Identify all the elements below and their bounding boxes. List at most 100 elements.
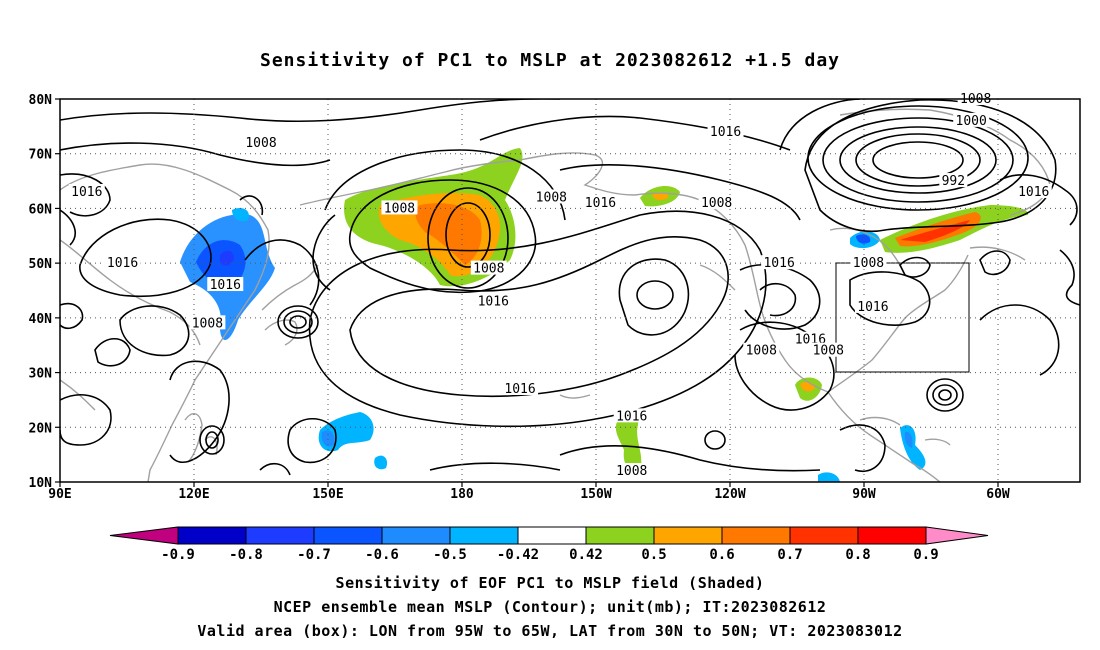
lon-tick-label: 180 [450,487,474,502]
lat-tick-label: 50N [29,257,53,272]
colorbar-swatch [381,526,451,545]
contour-label: 1008 [473,262,504,277]
lon-tick-label: 150W [580,487,611,502]
contour-label-bg [207,277,244,292]
contour-label-bg [850,255,887,270]
colorbar-tick-label: 0.9 [913,547,938,563]
contour-label-bg [502,380,539,395]
lon-tick-label: 60W [986,487,1010,502]
contour-label: 1016 [616,409,647,424]
contour-label-bg [743,342,780,357]
contour-label: 1016 [857,300,888,315]
lon-tick-label: 120E [178,487,209,502]
colorbar-swatch [789,526,859,545]
lon-tick-label: 150E [312,487,343,502]
colorbar-tick-label: -0.7 [297,547,331,563]
contour-label-bg [582,194,619,209]
colorbar-swatch [177,526,247,545]
colorbar-tick-label: 0.42 [569,547,603,563]
colorbar-tick-label: 0.5 [641,547,666,563]
contour-label: 1016 [585,196,616,211]
contour-label-bg [68,184,105,199]
contour-label-bg [613,408,650,423]
contour-label: 1016 [763,256,794,271]
contour-label: 1016 [71,185,102,200]
contour-label-bg [761,255,798,270]
contour-label-bg [707,123,744,138]
map-title: Sensitivity of PC1 to MSLP at 2023082612… [259,50,840,71]
contour-label-bg [243,134,279,149]
contour-label: 1008 [616,464,647,479]
lon-tick-label: 90W [852,487,876,502]
colorbar-tick-label: 0.6 [709,547,734,563]
lat-tick-label: 80N [29,93,53,108]
colorbar-swatch [109,526,179,545]
contour-label-bg [810,342,847,357]
contour-label: 1016 [710,125,741,140]
contour-label-bg [1015,184,1052,199]
contour-label-bg [957,91,994,105]
contour-label-bg [613,463,650,478]
contour-label-bg [939,173,968,188]
colorbar-swatch [721,526,791,545]
colorbar-swatch [653,526,723,545]
contour-label: 1016 [107,256,138,271]
colorbar-swatch [925,526,989,545]
contour-label-bg [698,194,735,209]
mslp-contours [60,99,1080,476]
contour-label: 1008 [192,316,223,331]
contour-label: 1008 [384,201,415,216]
map-frame [59,98,1081,483]
colorbar-swatch [857,526,927,545]
colorbar-tick-label: 0.7 [777,547,802,563]
colorbar-tick-label: -0.5 [433,547,467,563]
contour-label-bg [854,298,891,313]
contour-label-bg [953,112,990,127]
contour-label-bg [189,315,226,330]
lat-tick-label: 30N [29,367,53,382]
latitude-axis: 80N 70N 60N 50N 40N 30N 20N 10N [29,93,60,491]
contour-label-bg [470,260,507,275]
contour-label-bg [792,331,829,346]
contour-label-bg [533,189,570,204]
lat-lon-grid [60,99,1080,482]
lat-tick-label: 70N [29,148,53,163]
contour-label: 1000 [956,114,987,129]
contour-label: 1008 [701,196,732,211]
colorbar-swatch [517,526,587,545]
contour-labels: 1008 1016 1016 1016 1008 1008 1016 1008 1008 1016… [68,91,1052,479]
lat-tick-label: 20N [29,421,53,436]
colorbar-tick-label: 0.8 [845,547,870,563]
caption-line-1: Sensitivity of EOF PC1 to MSLP field (Sh… [335,574,765,592]
contour-label-bg [104,255,141,270]
colorbar-swatch [245,526,315,545]
contour-label: 1016 [478,294,509,309]
colorbar-tick-label: -0.6 [365,547,399,563]
contour-label: 1016 [210,278,241,293]
colorbar-tick-label: -0.9 [161,547,195,563]
colorbar-tick-label: -0.8 [229,547,263,563]
contour-label: 1008 [245,136,276,151]
lat-tick-label: 60N [29,202,53,217]
contour-label: 1008 [536,190,567,205]
colorbar-tick-label: -0.42 [497,547,539,563]
lat-tick-label: 10N [29,476,53,491]
lon-tick-label: 120W [714,487,745,502]
caption-line-2: NCEP ensemble mean MSLP (Contour); unit(… [273,598,827,616]
colorbar-swatch [585,526,655,545]
contour-label-bg [475,293,512,308]
lat-tick-label: 40N [29,312,53,327]
longitude-axis: 90E 120E 150E 180 150W 120W 90W 60W [48,482,1010,502]
contour-label: 992 [942,174,965,189]
contour-label-bg [381,200,418,215]
lon-tick-label: 90E [48,487,71,502]
contour-label: 1008 [813,344,844,359]
contour-label: 1016 [504,382,535,397]
contour-label: 1008 [853,256,884,271]
caption-line-3: Valid area (box): LON from 95W to 65W, L… [197,622,903,640]
contour-label: 1016 [1018,185,1049,200]
contour-label: 1008 [746,344,777,359]
colorbar-swatch [313,526,383,545]
